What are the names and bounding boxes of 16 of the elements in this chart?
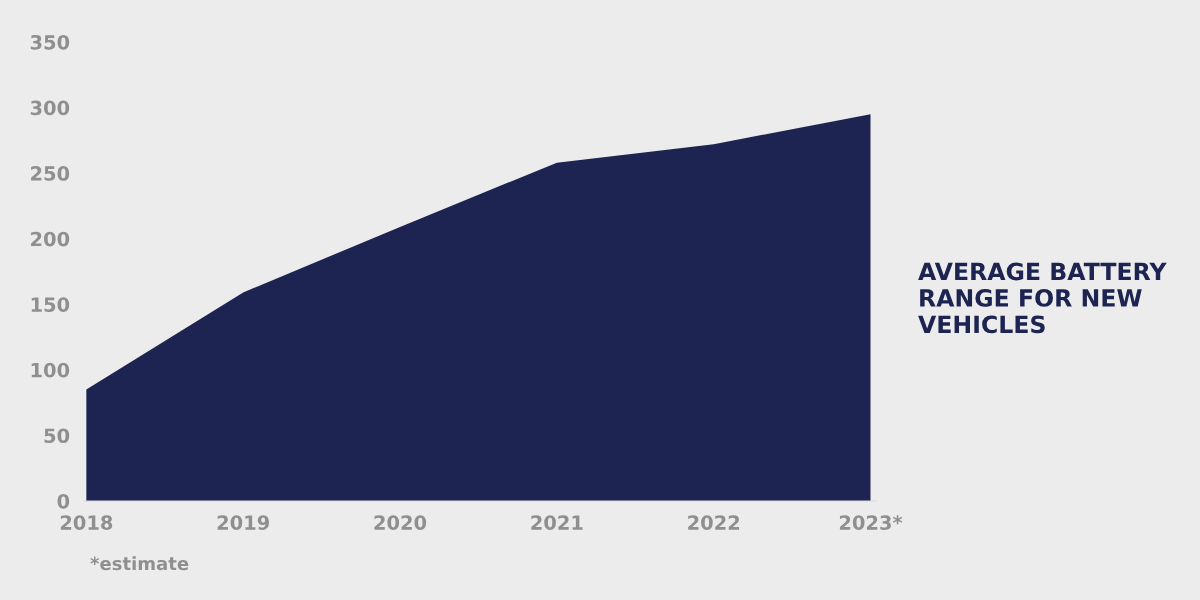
x-tick-label: 2019 [217, 515, 269, 530]
x-tick-label: 2021 [531, 515, 583, 530]
y-tick-label: 100 [31, 362, 70, 378]
y-tick-label: 0 [57, 493, 70, 509]
text: AVERAGE BATTERY RANGE FOR NEW VEHICLES [918, 262, 1167, 334]
x-tick-label: 2018 [60, 515, 113, 530]
x-tick-label: 2022 [688, 515, 740, 530]
text: *estimate [90, 556, 189, 571]
y-tick-label: 300 [30, 100, 70, 116]
x-tick-label: 2020 [374, 515, 427, 530]
x-tick-label: 2023* [839, 515, 903, 530]
y-tick-label: 350 [30, 34, 70, 50]
y-tick-label: 200 [31, 231, 70, 247]
y-tick-label: 250 [31, 166, 70, 181]
y-tick-label: 50 [44, 428, 70, 444]
y-tick-label: 150 [31, 297, 70, 312]
